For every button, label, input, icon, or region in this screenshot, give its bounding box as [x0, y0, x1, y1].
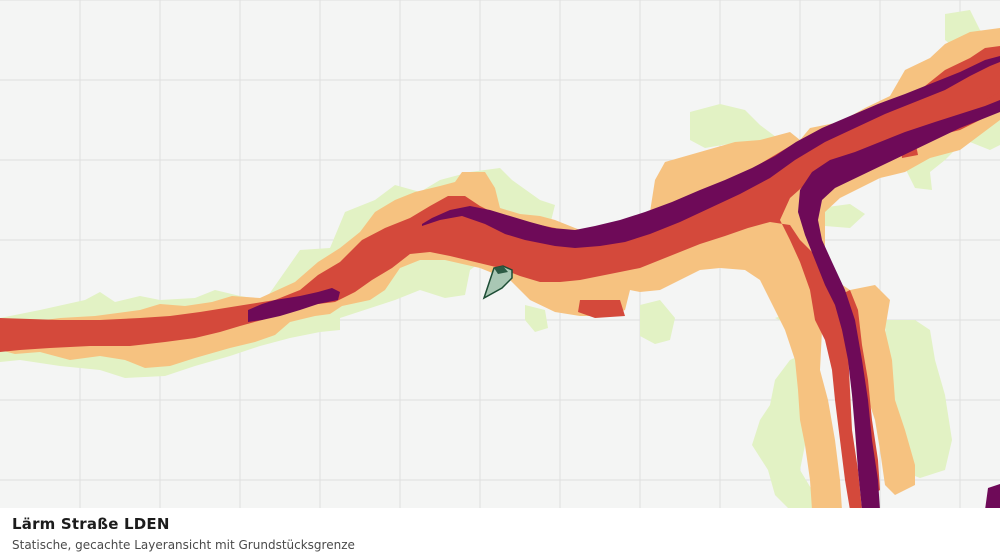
noise-zone-peak [248, 56, 1000, 510]
map-caption: Lärm Straße LDEN Statische, gecachte Lay… [0, 508, 1000, 560]
parcel-boundary-notch [494, 266, 508, 274]
map-title: Lärm Straße LDEN [12, 515, 170, 533]
map-subtitle: Statische, gecachte Layeransicht mit Gru… [12, 538, 355, 552]
